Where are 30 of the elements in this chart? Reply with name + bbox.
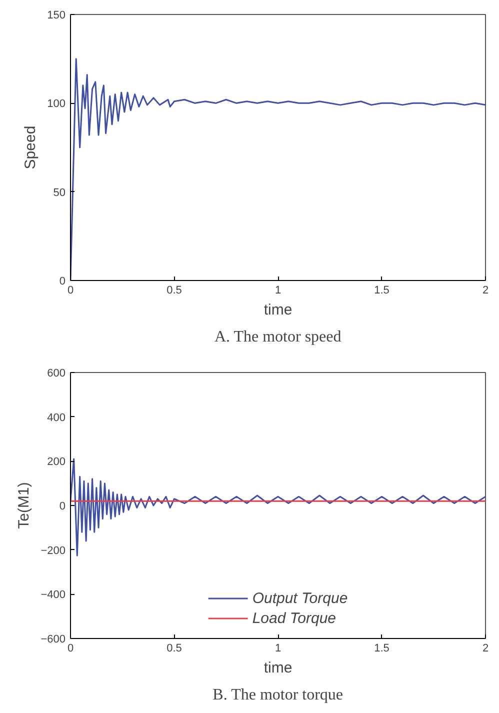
- y-tick-label: 50: [53, 186, 66, 199]
- y-tick-label: −600: [40, 634, 66, 646]
- x-tick-label: 1: [274, 284, 282, 296]
- text: B. The motor torque: [212, 686, 344, 704]
- y-tick-label: 0: [59, 500, 66, 512]
- x-tick-label: 0: [67, 284, 74, 296]
- line-series: [70, 458, 486, 556]
- y-tick-label: −400: [40, 589, 66, 602]
- legend-label: Load Torque: [252, 610, 336, 626]
- x-tick-label: 0.5: [166, 284, 182, 296]
- y-tick-label: −200: [40, 544, 66, 557]
- x-tick-label: 0: [67, 642, 74, 654]
- x-tick-label: 2: [482, 284, 489, 296]
- legend-label: Output Torque: [252, 590, 348, 606]
- x-tick-label: 1: [274, 642, 282, 654]
- y-tick-label: 100: [47, 98, 66, 110]
- y-tick-label: 150: [47, 10, 66, 22]
- x-tick-label: 1.5: [374, 284, 390, 296]
- x-tick-label: 1.5: [374, 642, 390, 654]
- x-tick-label: 0.5: [166, 642, 182, 654]
- y-tick-label: 400: [47, 412, 66, 424]
- text: A. The motor speed: [214, 328, 342, 346]
- y-axis-title: Te(M1): [16, 482, 33, 529]
- y-tick-label: 200: [47, 456, 66, 468]
- y-axis-title: Speed: [22, 126, 40, 170]
- x-tick-label: 2: [482, 642, 489, 654]
- y-tick-label: 600: [47, 368, 66, 380]
- y-tick-label: 0: [59, 276, 66, 288]
- x-axis-title: time: [264, 302, 292, 318]
- x-axis-title: time: [264, 660, 292, 676]
